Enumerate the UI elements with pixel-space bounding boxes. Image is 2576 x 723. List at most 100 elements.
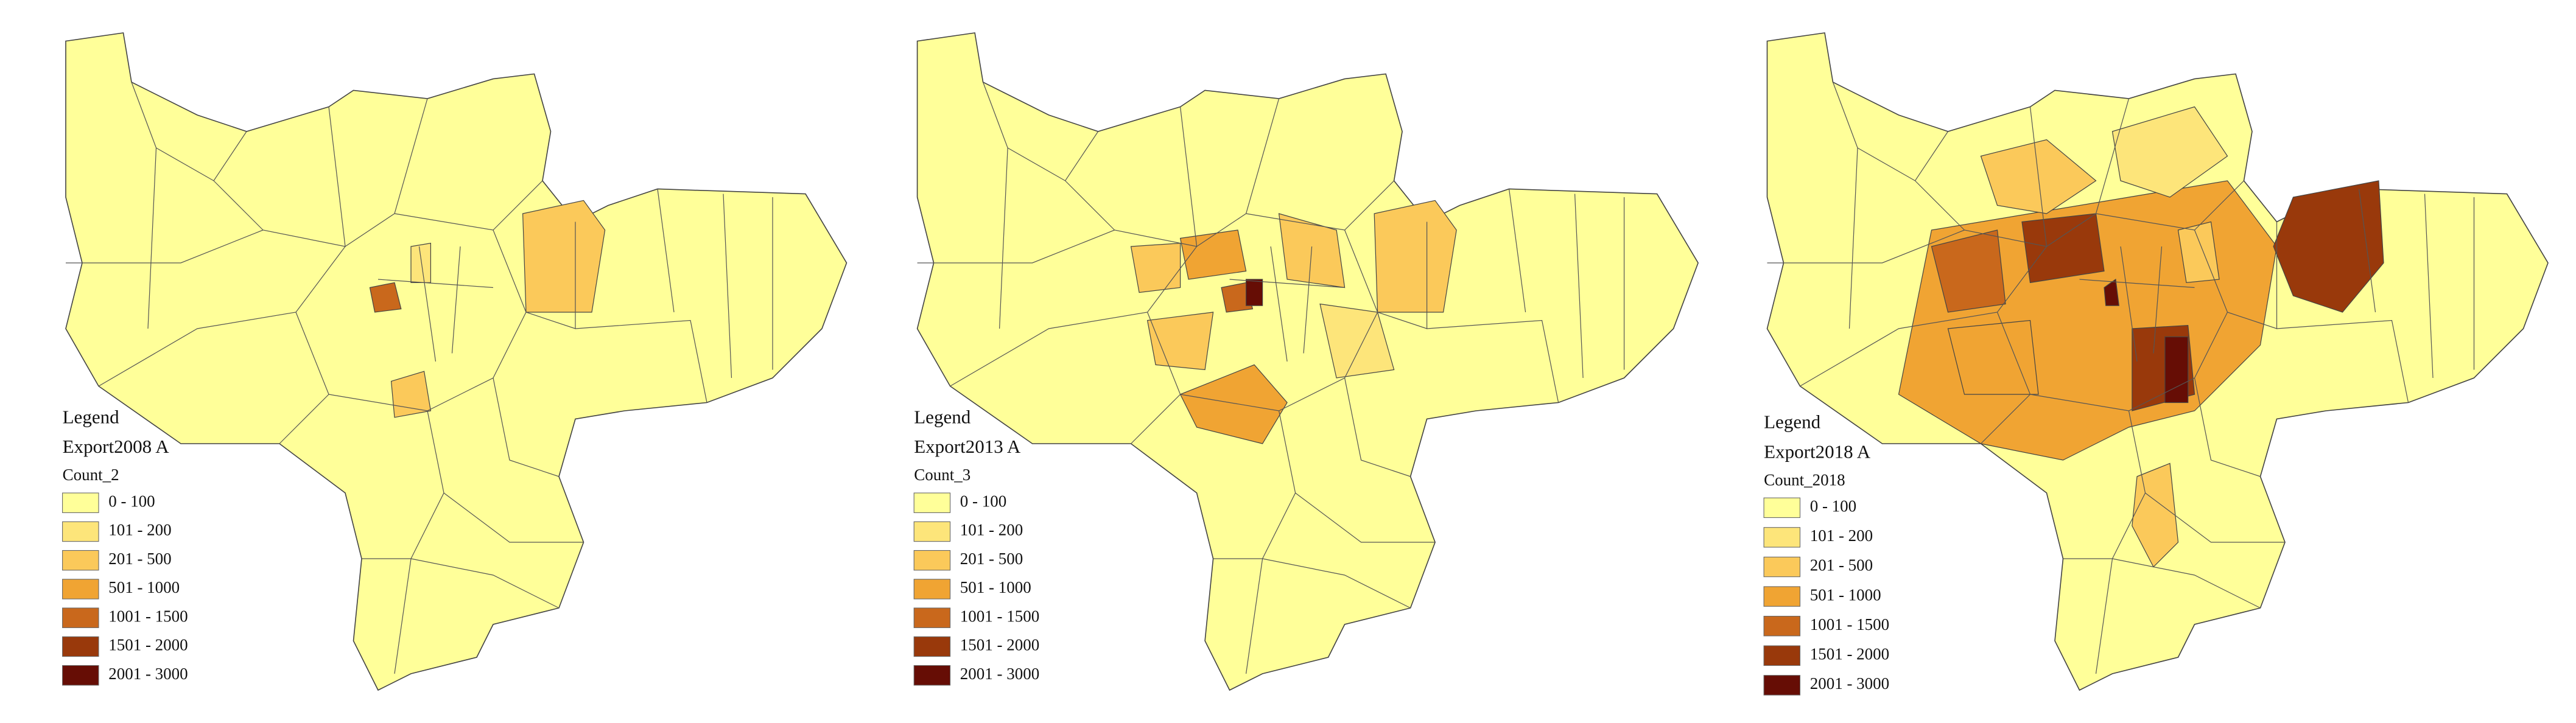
- district-border: [2424, 194, 2434, 379]
- map-panel: Legend Export2008 A Count_2 0 - 100 101 - 20…: [62, 32, 848, 691]
- legend-label: 0 - 100: [108, 492, 155, 510]
- legend-swatch: [1763, 556, 1801, 578]
- district-border: [2095, 410, 2146, 674]
- district-border: [1344, 222, 1428, 329]
- legend-label: 2001 - 3000: [108, 665, 188, 683]
- district-border: [1427, 320, 1559, 403]
- legend-label: 1501 - 2000: [1810, 645, 1890, 663]
- district: [410, 242, 432, 284]
- district-border: [418, 246, 437, 362]
- district-border: [2112, 558, 2261, 609]
- legend-field: Count_2: [63, 466, 119, 484]
- district-border: [328, 312, 527, 411]
- legend-swatch: [62, 607, 99, 628]
- district-border: [657, 189, 675, 313]
- legend-label: 501 - 1000: [1810, 585, 1881, 604]
- district-border: [1800, 246, 2047, 387]
- map-panel: Legend Export2018 A Count_2018 0 - 100 101 -…: [1763, 32, 2549, 696]
- district-border: [493, 377, 560, 477]
- legend-swatch: [1763, 645, 1801, 666]
- district-border: [443, 492, 584, 543]
- legend-swatch: [62, 665, 99, 686]
- district: [1931, 229, 2006, 313]
- district: [369, 282, 402, 313]
- district-border: [2153, 246, 2163, 354]
- district-border: [213, 107, 346, 247]
- district-border: [66, 229, 264, 264]
- district: [2104, 278, 2119, 306]
- district-border: [1767, 229, 1965, 264]
- district: [1319, 303, 1395, 379]
- district-border: [2030, 312, 2228, 411]
- legend-swatch: [1763, 675, 1801, 696]
- legend-label: 501 - 1000: [108, 578, 180, 596]
- region-outline: [65, 32, 848, 691]
- district-border: [2276, 320, 2409, 403]
- legend-swatch: [913, 636, 951, 657]
- district-border: [2358, 189, 2376, 313]
- legend-label: 2001 - 3000: [1810, 674, 1890, 693]
- legend-swatch: [913, 607, 951, 628]
- district-border: [1303, 246, 1313, 354]
- district-border: [131, 82, 247, 181]
- district-border: [2194, 377, 2261, 477]
- district-border: [1270, 246, 1288, 362]
- district-border: [377, 279, 494, 288]
- district-border: [1574, 194, 1584, 379]
- district: [522, 200, 606, 313]
- district: [2021, 213, 2105, 284]
- district-border: [394, 410, 444, 674]
- legend-title: Legend: [1764, 411, 1821, 433]
- district-border: [1832, 82, 1949, 181]
- district-border: [575, 320, 707, 403]
- legend-label: 101 - 200: [960, 521, 1023, 539]
- district: [2111, 106, 2228, 198]
- legend-swatch: [913, 550, 951, 571]
- district-border: [998, 147, 1008, 329]
- district-border: [2194, 222, 2278, 329]
- legend-layer: Export2013 A: [914, 436, 1021, 457]
- legend-label: 0 - 100: [960, 492, 1007, 510]
- region-outline: [916, 32, 1699, 691]
- legend-label: 1001 - 1500: [960, 607, 1040, 625]
- district-border: [1065, 107, 1198, 247]
- district-border: [1180, 312, 1378, 411]
- district-border: [983, 82, 1099, 181]
- district: [1179, 229, 1247, 280]
- legend-label: 0 - 100: [1810, 497, 1857, 515]
- district-border: [147, 147, 157, 329]
- district: [1221, 282, 1254, 313]
- legend-swatch: [62, 579, 99, 599]
- legend-layer: Export2018 A: [1764, 441, 1871, 462]
- district-border: [451, 246, 461, 354]
- district-border: [2120, 246, 2138, 362]
- district: [2164, 336, 2189, 403]
- district-border: [1262, 558, 1411, 609]
- district: [1146, 312, 1214, 371]
- district-border: [410, 558, 560, 609]
- legend-label: 501 - 1000: [960, 578, 1031, 596]
- district-border: [1344, 377, 1411, 477]
- legend-swatch: [1763, 615, 1801, 637]
- legend-label: 101 - 200: [1810, 526, 1873, 545]
- legend-swatch: [62, 550, 99, 571]
- district-border: [1295, 492, 1436, 543]
- legend-swatch: [1763, 497, 1801, 519]
- legend-swatch: [62, 521, 99, 542]
- district: [1179, 364, 1288, 444]
- legend-swatch: [913, 579, 951, 599]
- district-border: [1508, 189, 1526, 313]
- district-border: [493, 222, 576, 329]
- district-border: [1915, 107, 2048, 247]
- legend-swatch: [913, 665, 951, 686]
- district-border: [723, 194, 732, 379]
- legend-swatch: [62, 636, 99, 657]
- district-border: [1848, 147, 1858, 329]
- district: [1245, 279, 1263, 306]
- legend-swatch: [62, 492, 99, 513]
- district-border: [950, 246, 1198, 387]
- district-border: [2145, 492, 2286, 543]
- legend-swatch: [1763, 527, 1801, 548]
- district-border: [2079, 279, 2195, 288]
